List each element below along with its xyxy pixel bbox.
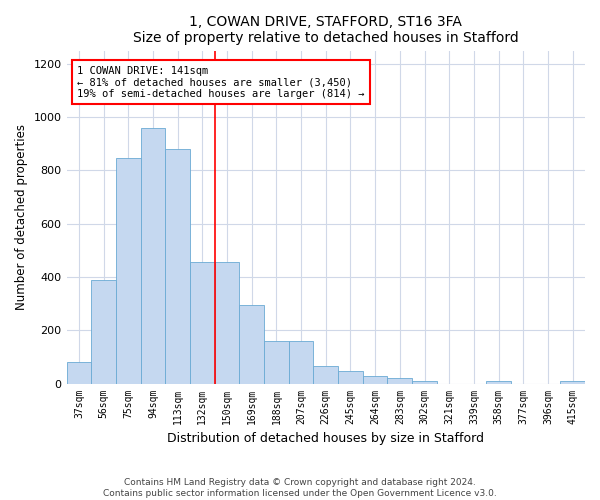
Bar [116,158,140,384]
Bar [190,262,215,384]
Bar [412,382,437,384]
Bar [388,378,412,384]
Bar [215,262,239,384]
X-axis label: Distribution of detached houses by size in Stafford: Distribution of detached houses by size … [167,432,484,445]
Bar [363,376,388,384]
Bar [560,382,585,384]
Title: 1, COWAN DRIVE, STAFFORD, ST16 3FA
Size of property relative to detached houses : 1, COWAN DRIVE, STAFFORD, ST16 3FA Size … [133,15,518,45]
Text: Contains HM Land Registry data © Crown copyright and database right 2024.
Contai: Contains HM Land Registry data © Crown c… [103,478,497,498]
Bar [289,341,313,384]
Bar [91,280,116,384]
Bar [338,371,363,384]
Bar [313,366,338,384]
Bar [264,341,289,384]
Bar [67,362,91,384]
Y-axis label: Number of detached properties: Number of detached properties [15,124,28,310]
Bar [165,149,190,384]
Bar [486,382,511,384]
Text: 1 COWAN DRIVE: 141sqm
← 81% of detached houses are smaller (3,450)
19% of semi-d: 1 COWAN DRIVE: 141sqm ← 81% of detached … [77,66,364,98]
Bar [239,305,264,384]
Bar [140,128,165,384]
